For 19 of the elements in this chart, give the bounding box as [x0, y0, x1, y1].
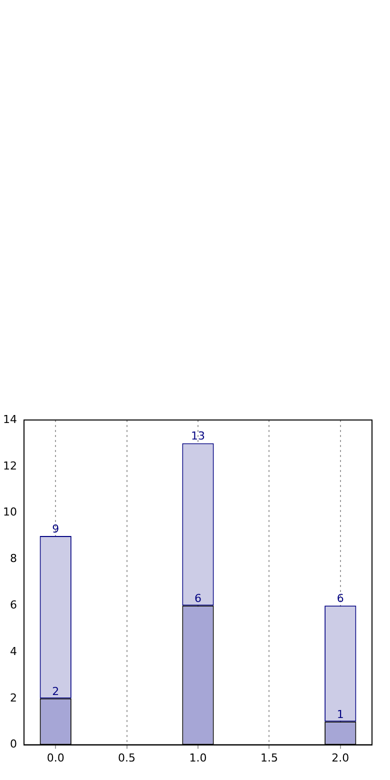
- y-tick-label: 10: [2, 506, 17, 519]
- y-tick-label: 14: [2, 412, 17, 426]
- y-tick-label: 0: [10, 738, 17, 751]
- y-tick-label: 2: [10, 691, 17, 704]
- total-label: 13: [191, 430, 205, 443]
- x-tick-label: 0.5: [118, 751, 136, 764]
- y-tick-label: 6: [10, 598, 17, 612]
- total-label: 6: [336, 592, 344, 605]
- data-label: 6: [194, 592, 202, 605]
- y-tick-label: 4: [10, 644, 17, 658]
- y-tick-label: 12: [2, 459, 17, 472]
- x-tick-label: 0.0: [46, 751, 64, 764]
- data-label: 1: [336, 708, 344, 721]
- total-label: 9: [52, 522, 60, 536]
- x-tick-label: 1.0: [189, 751, 207, 764]
- x-tick-label: 1.5: [260, 751, 278, 764]
- x-tick-label: 2.0: [332, 751, 350, 764]
- y-tick-label: 8: [10, 552, 17, 566]
- data-label: 2: [52, 684, 60, 698]
